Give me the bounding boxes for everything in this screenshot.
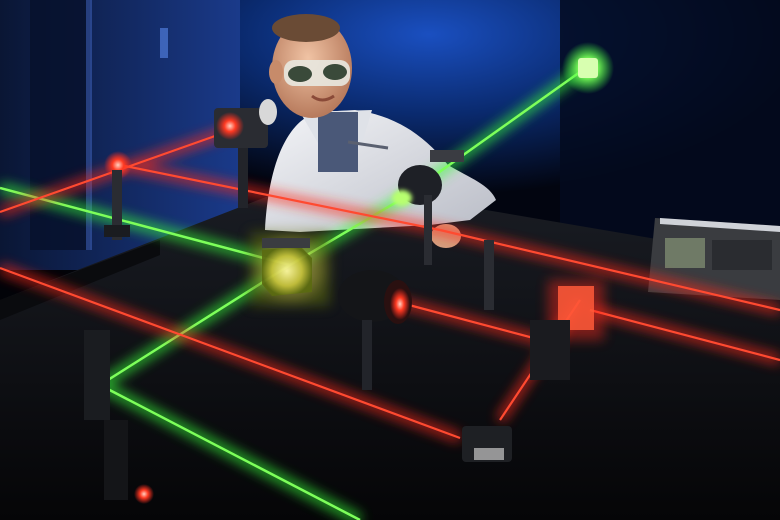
- left-mirror-base: [104, 225, 130, 237]
- right-dark-wall: [560, 0, 780, 240]
- instrument-top: [660, 218, 780, 232]
- lens-rail: [430, 150, 464, 162]
- lens-green-glow: [392, 190, 412, 206]
- green-beam-left: [0, 186, 291, 267]
- bottom-left-mount-2: [104, 420, 128, 500]
- instrument-display: [665, 238, 705, 268]
- bottom-left-mount: [84, 330, 110, 420]
- red-beam-across-table: [119, 163, 441, 232]
- left-mirror-post: [112, 170, 122, 240]
- red-beam-right: [439, 228, 780, 312]
- laser-source-red-glow: [216, 112, 244, 140]
- laser-source-post: [238, 148, 248, 208]
- scientist: [265, 14, 496, 248]
- green-beam-bottom: [99, 383, 361, 520]
- optical-components: [84, 42, 614, 504]
- laser-source-lens: [259, 99, 277, 125]
- ear: [269, 60, 283, 84]
- bottom-red-indicator: [134, 484, 154, 504]
- instrument-knob-panel: [712, 240, 772, 270]
- left-mirror-glow: [104, 151, 132, 179]
- cabinet-label: [160, 28, 168, 58]
- safety-goggles: [284, 60, 350, 86]
- cabinet-edge: [86, 0, 92, 250]
- smile: [311, 94, 335, 102]
- red-beam-diagonal: [0, 266, 461, 440]
- green-target: [578, 58, 598, 78]
- lens-post: [424, 195, 432, 265]
- beam-splitter-cube: [262, 246, 312, 296]
- right-mirror-mount: [530, 320, 570, 380]
- lens-tube-post: [362, 320, 372, 390]
- coat-logo: [347, 140, 389, 150]
- hair: [272, 14, 340, 42]
- lens-tube-red-glow: [390, 288, 410, 320]
- right-post: [484, 240, 494, 310]
- red-beam-far-right: [589, 308, 780, 362]
- table-left-edge: [0, 240, 160, 320]
- cube-mount: [262, 238, 310, 248]
- bottom-center-lens: [474, 448, 504, 460]
